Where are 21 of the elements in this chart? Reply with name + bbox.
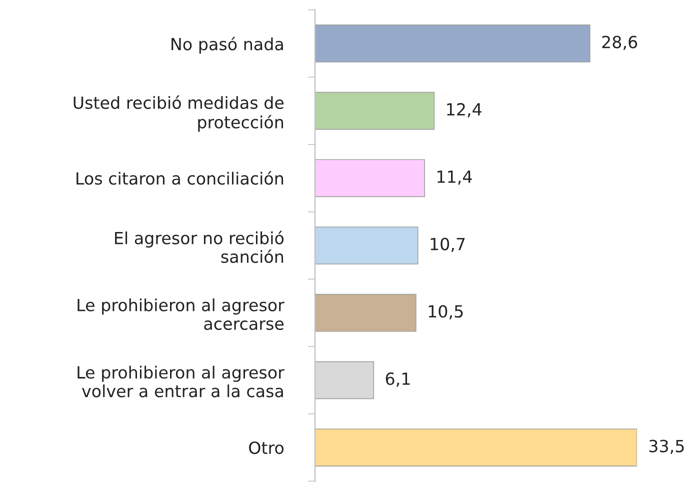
data-label: 11,4: [438, 170, 472, 185]
y-tick-label: Otro: [249, 441, 284, 454]
y-tick-label: No pasó nada: [172, 36, 283, 54]
y-tick-label: Los citaron a conciliación: [76, 171, 284, 185]
data-label: 10,5: [428, 305, 463, 320]
bar: [315, 226, 418, 264]
bar: [315, 294, 416, 332]
data-label: 33,5: [649, 440, 684, 454]
bar: [315, 159, 425, 198]
data-label: 10,7: [430, 238, 465, 252]
bar: [315, 428, 637, 466]
data-label: 12,4: [447, 103, 482, 118]
bar: [315, 92, 435, 130]
y-tick-label: Usted recibió medidas de protección: [74, 95, 284, 132]
bar: [315, 361, 374, 400]
y-tick-label: Le prohibieron al agresor acercarse: [78, 298, 284, 330]
data-label: 6,1: [386, 372, 410, 387]
data-label: 28,6: [602, 36, 638, 50]
bar: [315, 24, 590, 62]
y-tick-label: Le prohibieron al agresor volver a entrar a la casa: [78, 366, 284, 398]
y-tick-label: El agresor no recibió sanción: [115, 230, 284, 263]
